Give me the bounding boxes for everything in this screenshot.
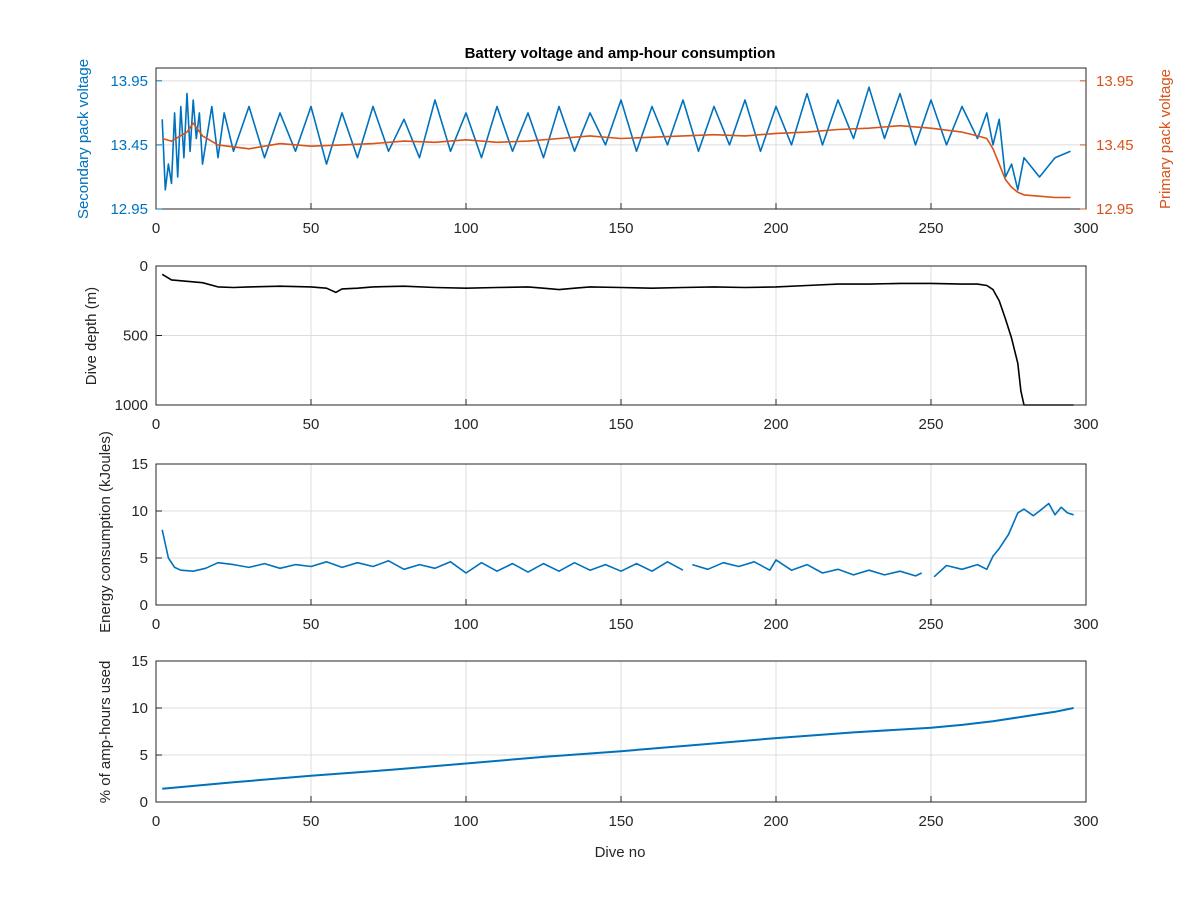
series-line-series-0 <box>933 502 1074 578</box>
x-tick-label: 300 <box>1073 220 1098 237</box>
x-tick-label: 200 <box>763 813 788 830</box>
x-tick-label: 300 <box>1073 616 1098 633</box>
y-tick-label: 13.45 <box>110 137 148 154</box>
secondary-voltage-axis-label: Secondary pack voltage <box>75 59 92 219</box>
series-line-series-0 <box>161 529 684 574</box>
energy-axis-label: Energy consumption (kJoules) <box>97 431 114 633</box>
x-tick-label: 250 <box>918 813 943 830</box>
amp-hours-panel: 0 50 100 150 200 250 300 0 5 10 15 % of amp-hours… <box>97 653 1099 830</box>
energy-x-ticks: 0 50 100 150 200 250 300 <box>152 599 1099 633</box>
amp-hours-axis-label: % of amp-hours used <box>97 661 114 804</box>
depth-axis-label: Dive depth (m) <box>83 287 100 385</box>
x-tick-label: 200 <box>763 416 788 433</box>
voltage-y-ticks: 12.95 13.45 13.95 12.95 13.45 13.95 <box>110 73 1133 218</box>
depth-series <box>161 273 1074 406</box>
series-line-series-0 <box>161 273 1074 406</box>
figure-title: Battery voltage and amp-hour consumption <box>465 45 776 62</box>
amp-hours-y-ticks: 0 5 10 15 <box>131 653 162 811</box>
y-tick-label: 0 <box>140 794 148 811</box>
series-line-series-0 <box>692 559 923 577</box>
y-tick-label: 10 <box>131 700 148 717</box>
x-tick-label: 0 <box>152 616 160 633</box>
right-y-tick-label: 13.95 <box>1096 73 1134 90</box>
y-tick-label: 12.95 <box>110 201 148 218</box>
depth-x-ticks: 0 50 100 150 200 250 300 <box>152 399 1099 433</box>
x-tick-label: 150 <box>608 416 633 433</box>
x-tick-label: 250 <box>918 220 943 237</box>
x-tick-label: 100 <box>453 616 478 633</box>
y-tick-label: 0 <box>140 258 148 275</box>
series-line-secondary-pack-voltage <box>161 86 1071 191</box>
x-tick-label: 0 <box>152 813 160 830</box>
x-tick-label: 150 <box>608 813 633 830</box>
voltage-panel: 0 50 100 150 200 250 300 12.9513.4513.9512.951… <box>75 59 1174 237</box>
y-tick-label: 5 <box>140 550 148 567</box>
x-tick-label: 100 <box>453 416 478 433</box>
x-tick-label: 200 <box>763 220 788 237</box>
x-tick-label: 200 <box>763 616 788 633</box>
x-tick-label: 50 <box>303 416 320 433</box>
x-tick-label: 0 <box>152 416 160 433</box>
x-tick-label: 100 <box>453 220 478 237</box>
x-tick-label: 150 <box>608 616 633 633</box>
y-tick-label: 1000 <box>115 397 148 414</box>
energy-y-ticks: 0 5 10 15 <box>131 456 162 614</box>
y-tick-label: 500 <box>123 328 148 345</box>
depth-y-ticks: 0 500 1000 <box>115 258 162 414</box>
depth-panel: 0 50 100 150 200 250 300 0 500 1000 Dive depth (… <box>83 258 1099 433</box>
x-axis-label: Dive no <box>595 844 646 861</box>
x-tick-label: 300 <box>1073 813 1098 830</box>
series-line-series-0 <box>162 707 1074 790</box>
right-y-tick-label: 13.45 <box>1096 137 1134 154</box>
x-tick-label: 100 <box>453 813 478 830</box>
primary-voltage-axis-label: Primary pack voltage <box>1157 69 1174 209</box>
energy-series <box>161 502 1074 578</box>
amp-hours-x-ticks: 0 50 100 150 200 250 300 <box>152 796 1099 830</box>
right-y-tick-label: 12.95 <box>1096 201 1134 218</box>
x-tick-label: 250 <box>918 616 943 633</box>
energy-panel: 0 50 100 150 200 250 300 0 5 10 15 Energy consump… <box>97 431 1099 633</box>
y-tick-label: 0 <box>140 597 148 614</box>
y-tick-label: 5 <box>140 747 148 764</box>
x-tick-label: 150 <box>608 220 633 237</box>
x-tick-label: 250 <box>918 416 943 433</box>
x-tick-label: 50 <box>303 813 320 830</box>
voltage-x-ticks: 0 50 100 150 200 250 300 <box>152 203 1099 237</box>
y-tick-label: 13.95 <box>110 73 148 90</box>
y-tick-label: 15 <box>131 456 148 473</box>
series-line-primary-pack-voltage <box>161 122 1071 199</box>
x-tick-label: 50 <box>303 220 320 237</box>
y-tick-label: 10 <box>131 503 148 520</box>
x-tick-label: 50 <box>303 616 320 633</box>
x-tick-label: 0 <box>152 220 160 237</box>
voltage-series <box>161 86 1071 199</box>
amp-hours-series <box>162 707 1074 790</box>
y-tick-label: 15 <box>131 653 148 670</box>
x-tick-label: 300 <box>1073 416 1098 433</box>
